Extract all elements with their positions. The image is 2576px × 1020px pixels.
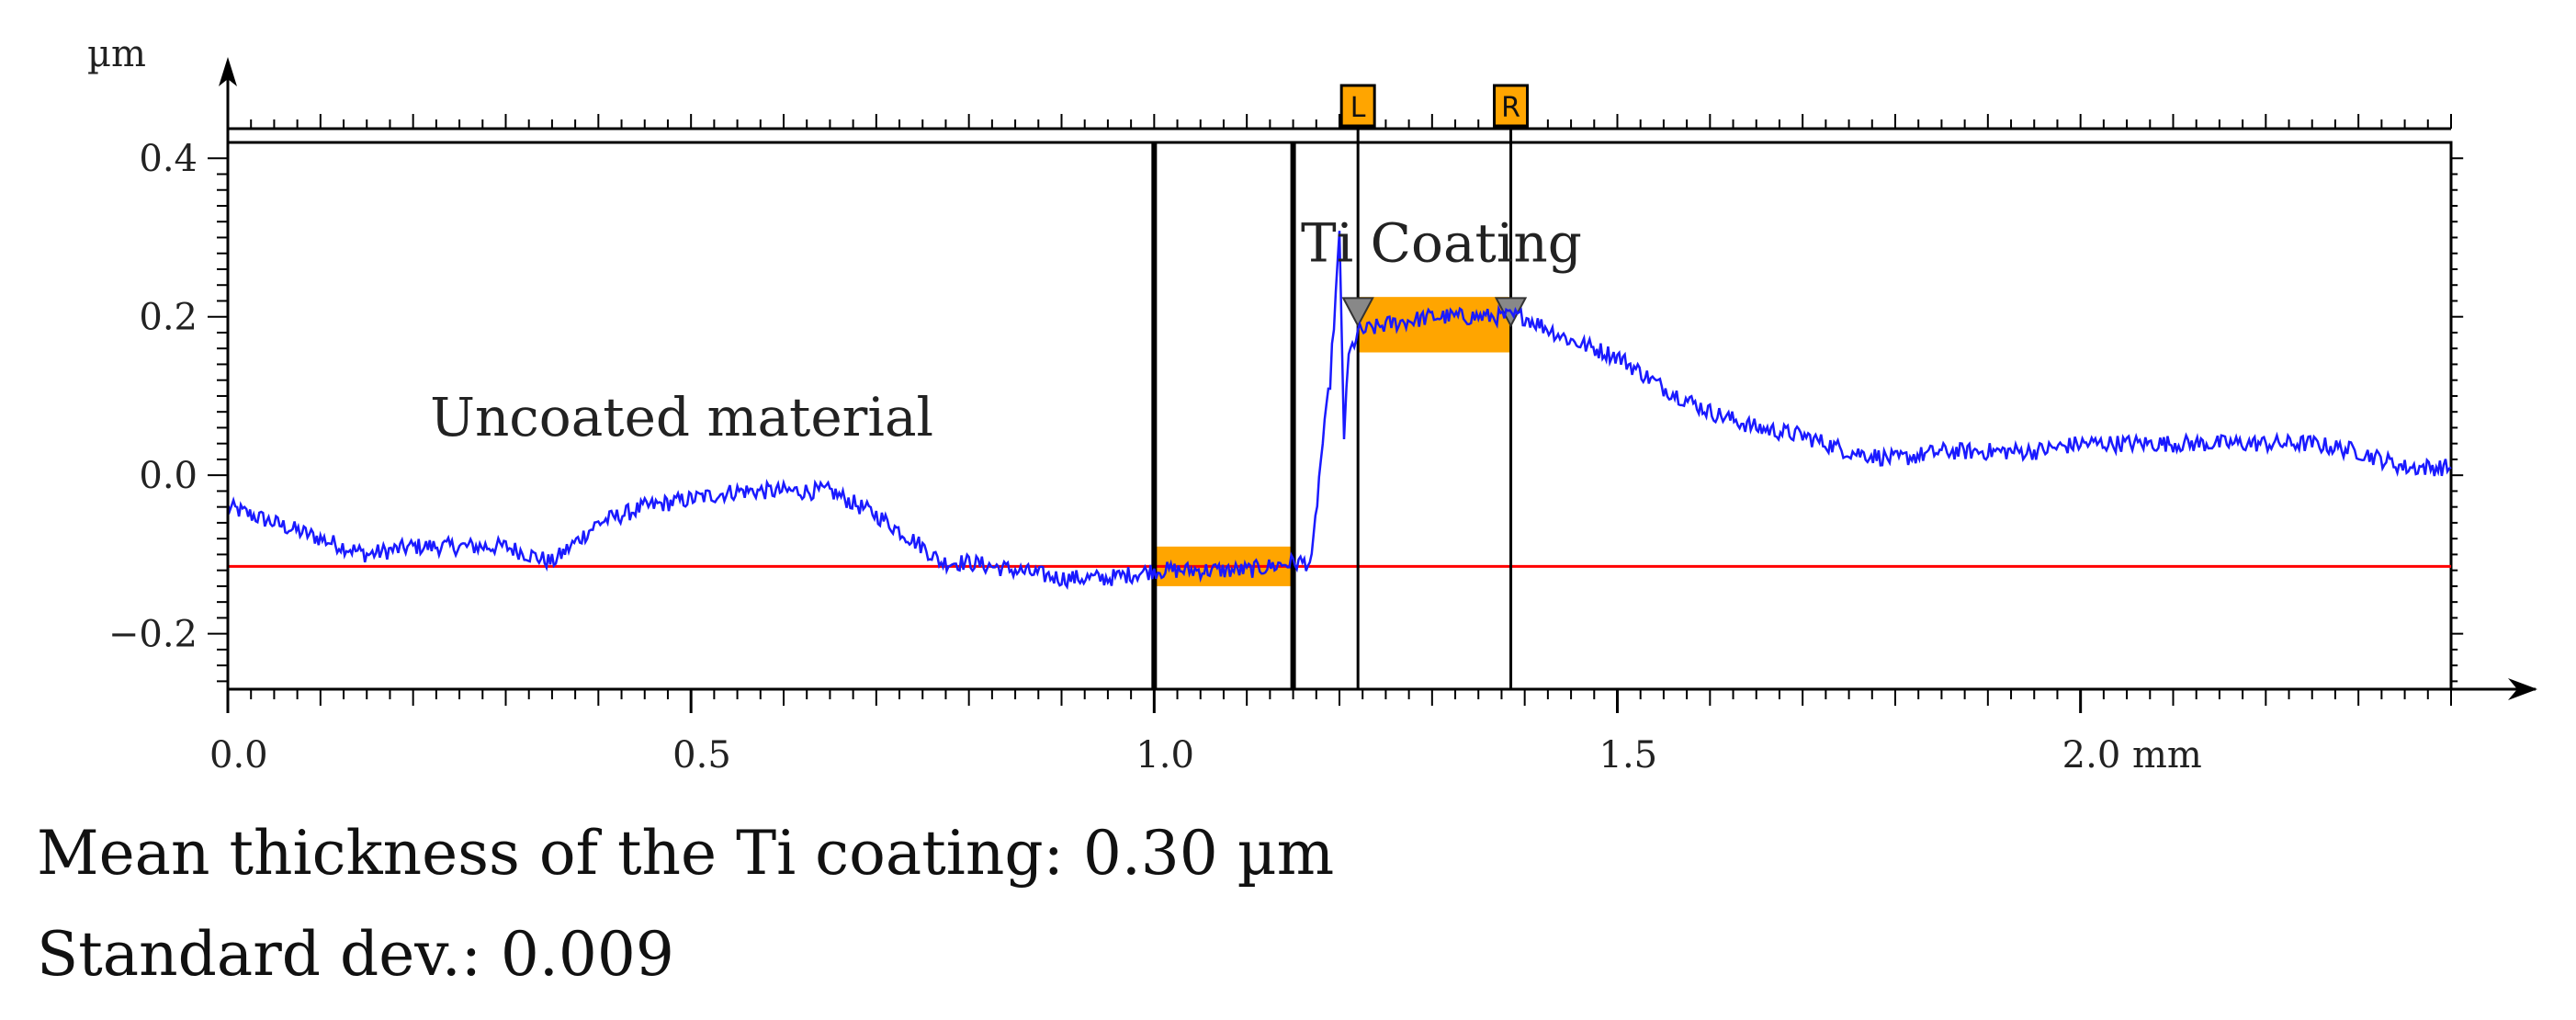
cursor-marker-R xyxy=(1493,84,1530,128)
y-tick-label: 0.0 xyxy=(139,455,198,497)
y-tick-label: 0.2 xyxy=(139,297,198,339)
y-unit-label: µm xyxy=(87,33,146,75)
series-lines xyxy=(226,231,2452,590)
y-axis: µm 0.4 0.2 0.0 −0.2 xyxy=(87,33,2464,689)
vertical-lines xyxy=(1151,142,1296,689)
x-axis-arrow xyxy=(2508,678,2537,700)
cursor-marker-L xyxy=(1339,84,1376,128)
y-tick-label: −0.2 xyxy=(108,614,198,656)
std-dev-caption: Standard dev.: 0.009 xyxy=(37,919,674,990)
annotation-0: Uncoated material xyxy=(430,386,933,448)
x-tick-label: 1.0 xyxy=(1135,734,1194,776)
x-tick-label: 0.0 xyxy=(209,734,268,776)
x-tick-label: 0.5 xyxy=(672,734,731,776)
x-axis: 0.0 0.5 1.0 1.5 2.0 mm xyxy=(209,678,2537,776)
x-tick-label: 2.0 mm xyxy=(2062,734,2202,776)
highlight-band-1 xyxy=(1358,297,1511,353)
annotations: Uncoated material Ti Coating xyxy=(430,211,1582,448)
annotation-1: Ti Coating xyxy=(1301,211,1582,274)
mean-thickness-caption: Mean thickness of the Ti coating: 0.30 µ… xyxy=(37,818,1335,889)
cursor-marker-label-R: R xyxy=(1501,92,1520,124)
series-line-profile xyxy=(226,231,2452,590)
y-axis-arrow xyxy=(219,57,237,86)
cursor-marker-label-L: L xyxy=(1350,92,1366,124)
top-ruler xyxy=(227,114,2452,130)
cursor-triangle-L xyxy=(1341,297,1374,328)
x-tick-label: 1.5 xyxy=(1599,734,1658,776)
y-tick-label: 0.4 xyxy=(139,138,198,180)
